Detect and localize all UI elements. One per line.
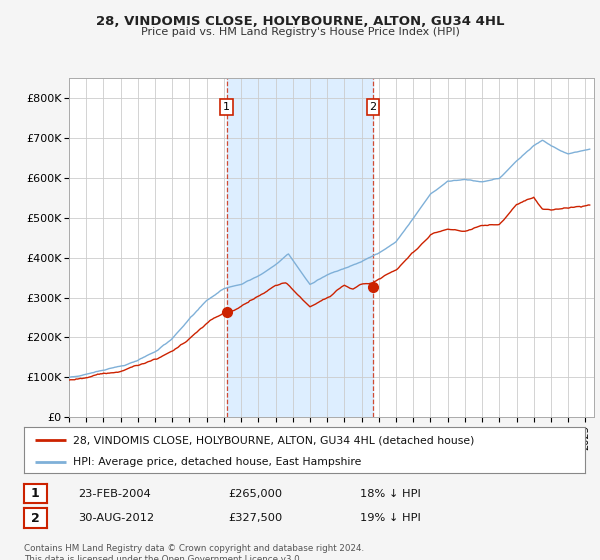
Text: 28, VINDOMIS CLOSE, HOLYBOURNE, ALTON, GU34 4HL (detached house): 28, VINDOMIS CLOSE, HOLYBOURNE, ALTON, G… bbox=[73, 435, 475, 445]
Text: £265,000: £265,000 bbox=[228, 489, 282, 499]
Text: 2: 2 bbox=[31, 511, 40, 525]
Text: 2: 2 bbox=[370, 102, 377, 112]
Bar bbox=[227, 78, 373, 417]
Text: 18% ↓ HPI: 18% ↓ HPI bbox=[360, 489, 421, 499]
Text: 1: 1 bbox=[223, 102, 230, 112]
Text: Contains HM Land Registry data © Crown copyright and database right 2024.
This d: Contains HM Land Registry data © Crown c… bbox=[24, 544, 364, 560]
Text: 1: 1 bbox=[31, 487, 40, 501]
Text: 23-FEB-2004: 23-FEB-2004 bbox=[78, 489, 151, 499]
Text: £327,500: £327,500 bbox=[228, 513, 282, 523]
Text: HPI: Average price, detached house, East Hampshire: HPI: Average price, detached house, East… bbox=[73, 457, 362, 466]
Text: 19% ↓ HPI: 19% ↓ HPI bbox=[360, 513, 421, 523]
Text: 30-AUG-2012: 30-AUG-2012 bbox=[78, 513, 154, 523]
Text: Price paid vs. HM Land Registry's House Price Index (HPI): Price paid vs. HM Land Registry's House … bbox=[140, 27, 460, 37]
Text: 28, VINDOMIS CLOSE, HOLYBOURNE, ALTON, GU34 4HL: 28, VINDOMIS CLOSE, HOLYBOURNE, ALTON, G… bbox=[96, 15, 504, 28]
